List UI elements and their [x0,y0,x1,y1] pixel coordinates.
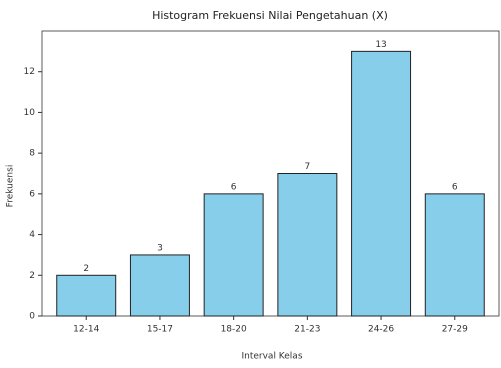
y-tick-label: 4 [29,230,35,240]
y-axis-label: Frekuensi [6,165,16,208]
plot-frame [41,30,500,317]
x-tick-label: 27-29 [442,325,468,335]
data-label: 2 [83,264,89,274]
data-label: 6 [452,182,458,192]
data-label: 13 [375,40,386,50]
x-axis-label: Interval Kelas [241,352,302,362]
bar [203,193,264,317]
y-tick-label: 10 [24,108,36,118]
x-tick-label: 18-20 [221,325,247,335]
x-tick-label: 21-23 [294,325,320,335]
bar [277,173,338,317]
bar [424,193,485,317]
y-tick-label: 12 [24,67,35,77]
bar [351,50,412,317]
y-tick-label: 2 [29,271,35,281]
x-tick-label: 12-14 [73,325,99,335]
y-tick-label: 6 [29,189,35,199]
data-label: 7 [304,162,310,172]
y-tick-label: 8 [29,149,35,159]
x-tick-label: 15-17 [147,325,173,335]
bar [129,254,190,317]
y-tick-label: 0 [29,312,35,322]
data-label: 6 [231,182,237,192]
data-label: 3 [157,243,163,253]
chart-title: Histogram Frekuensi Nilai Pengetahuan (X… [152,9,388,22]
bar [56,274,117,317]
x-tick-label: 24-26 [368,325,394,335]
